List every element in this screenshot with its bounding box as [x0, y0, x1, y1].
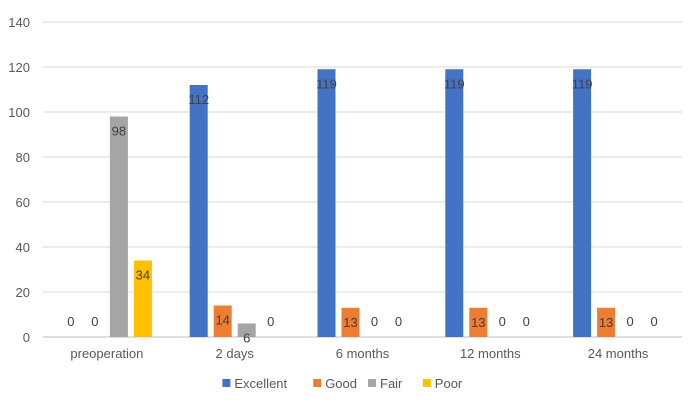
legend-label: Good: [325, 376, 357, 391]
x-axis: preoperation 2 days 6 months 12 months 24 mo…: [70, 346, 649, 361]
bar-good: [597, 307, 616, 337]
x-tick-label: preoperation: [70, 346, 143, 361]
legend: Excellent Good Fair Poor: [222, 376, 463, 391]
bar-good: [469, 307, 488, 337]
y-tick-label: 20: [16, 285, 30, 300]
bar-poor: [133, 260, 152, 337]
data-labels: 0 0 98 34 112 14 6 0 119 13 0 0 119 13 0 0 119 13 0 0: [67, 76, 657, 345]
legend-swatch-poor: [422, 379, 431, 387]
data-label: 112: [188, 92, 209, 107]
y-tick-label: 120: [8, 60, 30, 75]
x-tick-label: 6 months: [336, 346, 390, 361]
data-label: 0: [371, 314, 378, 329]
y-tick-label: 0: [23, 330, 30, 345]
bar-fair: [109, 116, 128, 337]
data-label: 119: [572, 76, 593, 91]
data-label: 119: [316, 76, 337, 91]
y-tick-label: 60: [16, 195, 30, 210]
x-tick-label: 12 months: [460, 346, 521, 361]
bars: [109, 69, 616, 337]
bar-fair: [237, 323, 256, 337]
bar-good: [341, 307, 360, 337]
data-label: 0: [67, 314, 74, 329]
x-tick-label: 2 days: [216, 346, 255, 361]
data-label: 13: [343, 315, 357, 330]
data-label: 98: [112, 124, 126, 139]
bar-excellent: [189, 85, 208, 337]
data-label: 0: [499, 314, 506, 329]
data-label: 14: [215, 313, 229, 328]
y-tick-label: 140: [8, 15, 30, 30]
data-label: 6: [243, 331, 250, 346]
legend-label: Fair: [380, 376, 403, 391]
x-tick-label: 24 months: [588, 346, 649, 361]
data-label: 119: [444, 76, 465, 91]
data-label: 0: [650, 314, 657, 329]
data-label: 0: [395, 314, 402, 329]
data-label: 34: [136, 268, 150, 283]
data-label: 13: [599, 315, 613, 330]
legend-swatch-excellent: [222, 379, 231, 387]
y-axis: 0 20 40 60 80 100 120 140: [8, 15, 30, 345]
y-tick-label: 80: [16, 150, 30, 165]
legend-label: Poor: [435, 376, 463, 391]
data-label: 0: [91, 314, 98, 329]
data-label: 0: [523, 314, 530, 329]
legend-swatch-fair: [368, 379, 376, 387]
data-label: 0: [267, 314, 274, 329]
bar-excellent: [445, 69, 464, 337]
bar-good: [213, 305, 232, 337]
bar-excellent: [317, 69, 336, 337]
data-label: 13: [471, 315, 485, 330]
y-tick-label: 100: [8, 105, 30, 120]
legend-label: Excellent: [234, 376, 287, 391]
y-tick-label: 40: [16, 240, 30, 255]
bar-excellent: [573, 69, 592, 337]
legend-swatch-good: [313, 379, 322, 387]
data-label: 0: [626, 314, 633, 329]
